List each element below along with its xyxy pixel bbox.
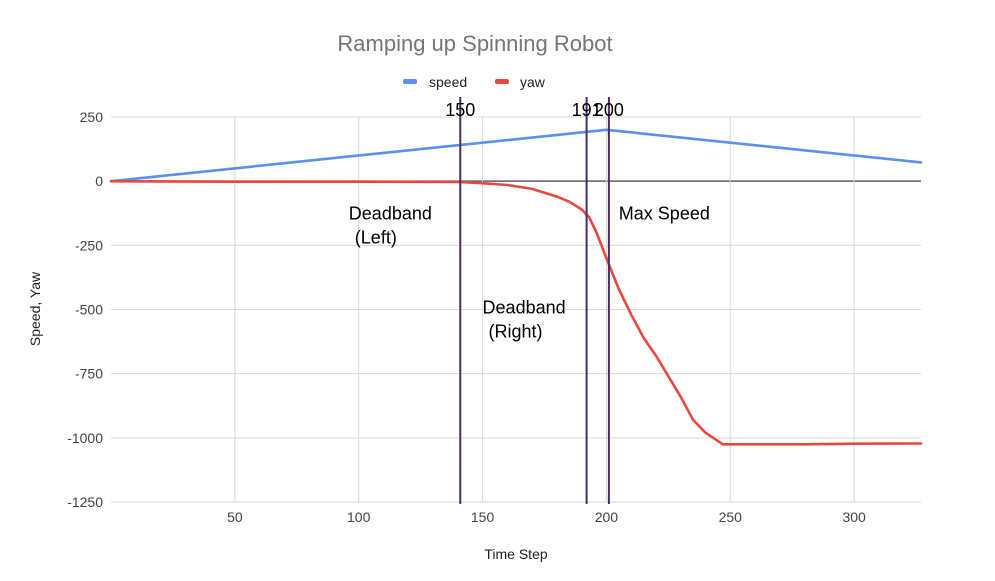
y-tick-label: -1250 — [67, 494, 103, 510]
x-tick-label: 50 — [227, 509, 243, 525]
x-tick-label: 100 — [347, 509, 371, 525]
y-tick-label: -1000 — [67, 430, 103, 446]
legend-label-speed: speed — [429, 74, 467, 90]
x-tick-label: 200 — [595, 509, 619, 525]
legend-swatch-speed — [403, 79, 417, 84]
legend-item-speed[interactable]: speed — [403, 74, 467, 90]
series-line-yaw — [109, 179, 923, 446]
y-tick-label: 250 — [80, 109, 104, 125]
y-tick-label: -500 — [75, 302, 103, 318]
x-tick-label: 150 — [471, 509, 495, 525]
annotation-vline-label: 200 — [594, 100, 624, 120]
annotation-text: (Right) — [489, 321, 543, 341]
annotation-text: Deadband — [483, 297, 566, 317]
y-tick-label: -750 — [75, 366, 103, 382]
legend-label-yaw: yaw — [520, 74, 546, 90]
y-axis-title: Speed, Yaw — [27, 271, 43, 346]
x-tick-label: 300 — [842, 509, 866, 525]
x-axis-title: Time Step — [484, 546, 547, 562]
chart-title: Ramping up Spinning Robot — [337, 31, 612, 56]
legend: speed yaw — [403, 74, 546, 90]
annotation-text: (Left) — [355, 228, 397, 248]
annotation-text: Deadband — [349, 204, 432, 224]
annotation-text: Max Speed — [619, 204, 710, 224]
annotation-vline-label: 150 — [445, 100, 475, 120]
plot-area — [109, 128, 923, 446]
legend-item-yaw[interactable]: yaw — [495, 74, 546, 90]
legend-swatch-yaw — [495, 79, 509, 84]
y-tick-label: 0 — [95, 173, 103, 189]
y-tick-label: -250 — [75, 237, 103, 253]
annotation-vline-label: 191 — [572, 100, 602, 120]
x-tick-label: 250 — [719, 509, 743, 525]
ticks: 250 0 -250 -500 -750 -1000 -1250 50 100 150 200 250… — [67, 109, 866, 525]
series-line-speed — [109, 128, 923, 183]
